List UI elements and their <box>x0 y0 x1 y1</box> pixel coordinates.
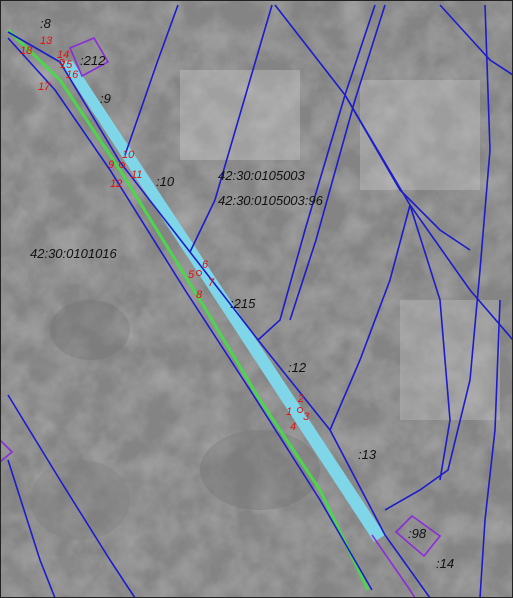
point-label-8: 8 <box>196 289 203 301</box>
point-label-11: 11 <box>131 169 142 181</box>
boundary-line <box>289 4 386 321</box>
quarter-label-0105003: 42:30:0105003 <box>218 168 306 183</box>
boundary-line <box>7 459 56 598</box>
boundary-line <box>257 4 376 341</box>
point-label-16: 16 <box>66 69 79 81</box>
parcel-label-10: :10 <box>156 174 175 189</box>
survey-points <box>59 59 303 413</box>
point-label-1: 1 <box>286 406 292 418</box>
parcel-label-8: :8 <box>40 16 52 31</box>
point-label-13: 13 <box>40 35 53 47</box>
point-label-18: 18 <box>20 45 33 57</box>
purple-line <box>371 534 416 598</box>
point-label-10: 10 <box>122 149 135 161</box>
parcel-98-outline <box>394 514 442 558</box>
survey-point <box>196 270 202 276</box>
dark-patches <box>30 460 130 540</box>
point-label-14: 14 <box>57 49 69 61</box>
parcel-label-12: :12 <box>288 360 307 375</box>
boundary-line <box>7 37 373 591</box>
strip-parcel-215 <box>60 60 385 542</box>
boundary-line <box>384 4 491 511</box>
point-label-7: 7 <box>208 277 215 289</box>
point-label-6: 6 <box>202 259 209 271</box>
point-label-3: 3 <box>303 411 310 423</box>
point-label-17: 17 <box>38 81 51 93</box>
quarter-label-0101016: 42:30:0101016 <box>30 246 118 261</box>
point-label-5: 5 <box>188 269 195 281</box>
survey-point <box>59 59 65 65</box>
parcel-label-9: :9 <box>100 91 111 106</box>
point-label-4: 4 <box>290 421 296 433</box>
purple-line <box>0 439 14 463</box>
survey-point <box>297 407 303 413</box>
green-boundary-line <box>6 28 370 591</box>
parcel-label-14: :14 <box>436 556 454 571</box>
survey-point <box>119 162 125 168</box>
point-label-15: 15 <box>60 59 73 71</box>
boundary-line <box>329 204 411 431</box>
boundary-line <box>409 204 451 481</box>
parcel-label-215: :215 <box>230 296 256 311</box>
dark-patches <box>200 430 320 510</box>
parcel-label-212: :212 <box>80 53 106 68</box>
parcel-label-98: :98 <box>408 526 427 541</box>
parcel-212-outline <box>68 36 110 78</box>
parcel-boundaries <box>7 4 513 598</box>
parcel-label-0105003-96: 42:30:0105003:96 <box>218 193 324 208</box>
parcel-label-13: :13 <box>358 447 377 462</box>
boundary-line <box>124 4 179 156</box>
point-label-2: 2 <box>297 393 304 405</box>
boundary-line <box>344 94 471 251</box>
purple-outlines <box>0 36 442 598</box>
light-patches <box>400 300 500 420</box>
boundary-line <box>7 31 431 598</box>
light-patches <box>360 80 480 190</box>
boundary-line <box>479 299 501 598</box>
boundary-line <box>189 4 273 253</box>
point-label-12: 12 <box>110 178 122 190</box>
boundary-line <box>7 394 136 598</box>
dark-patches <box>50 300 130 360</box>
point-label-9: 9 <box>108 159 114 171</box>
boundary-line <box>439 4 513 76</box>
